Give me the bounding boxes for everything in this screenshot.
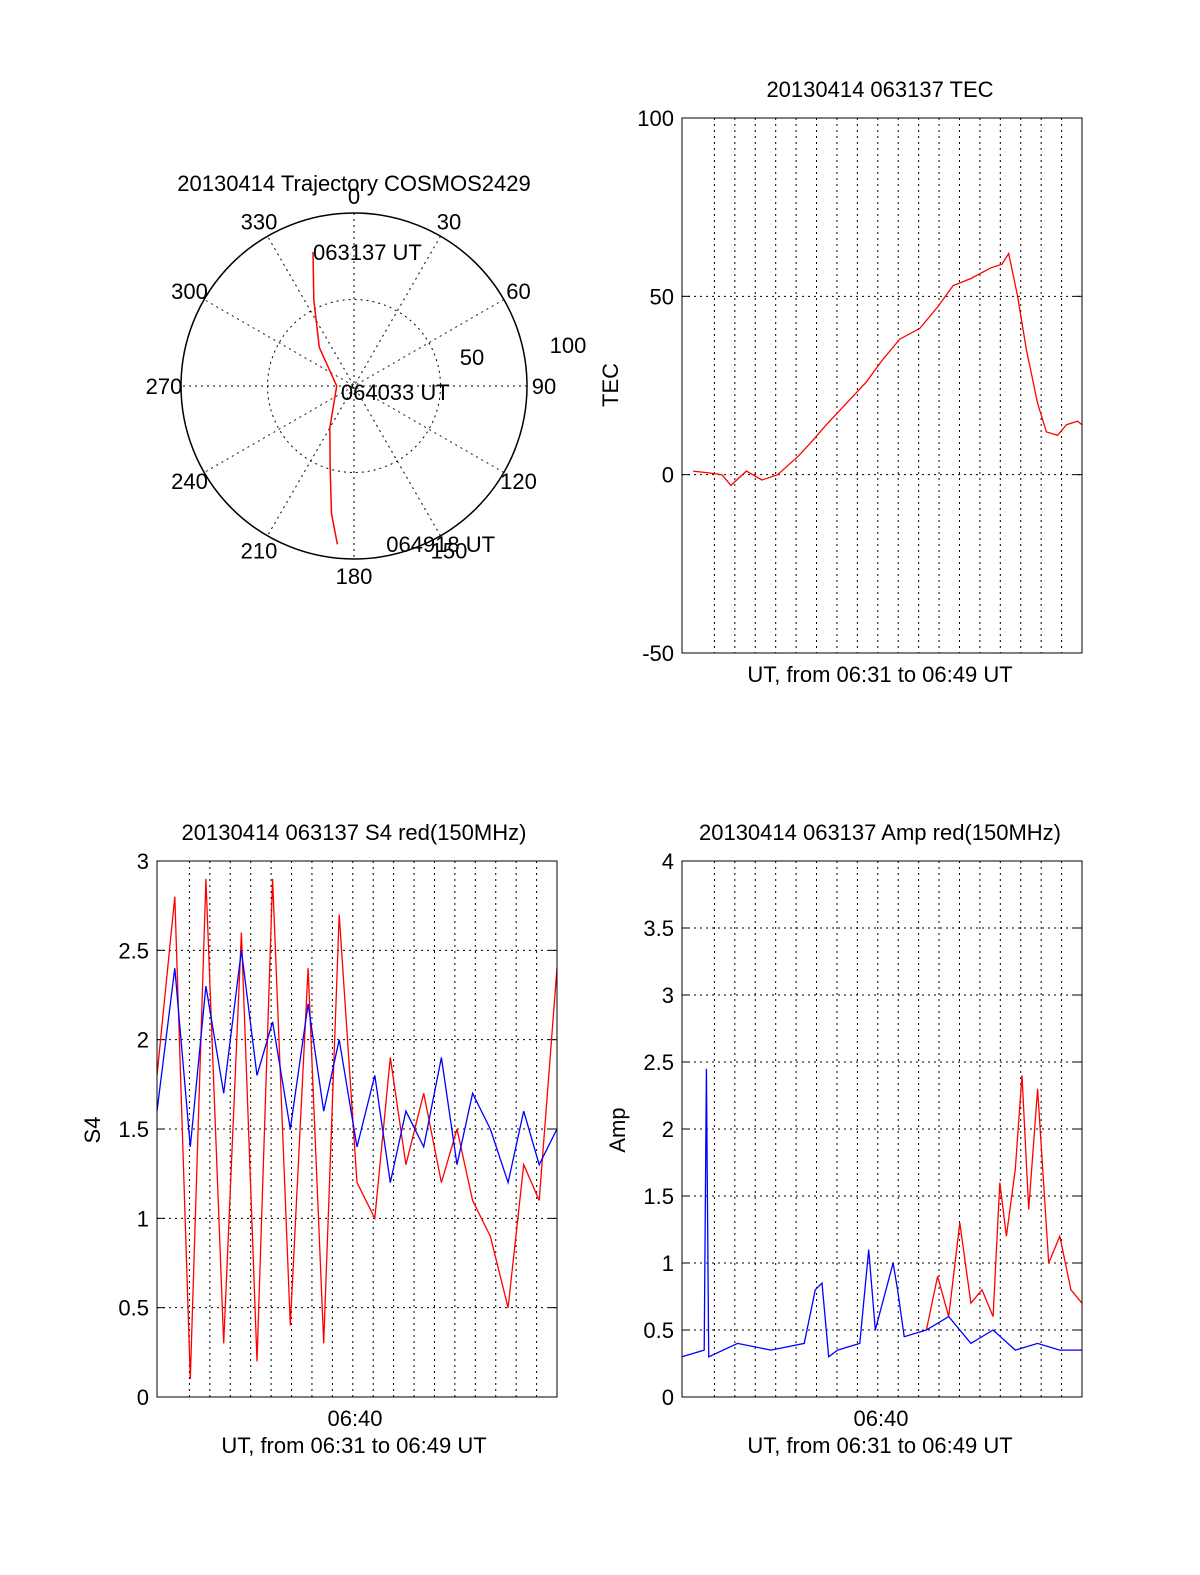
trajectory-annotations: 063137 UT 064033 UT 064918 UT — [313, 240, 495, 557]
polar-angle-label: 180 — [336, 564, 373, 589]
amp-title: 20130414 063137 Amp red(150MHz) — [699, 820, 1061, 845]
y-tick-label: 2.5 — [118, 938, 149, 963]
polar-angle-label: 150 — [431, 539, 468, 564]
s4-y-ticks: 3 2.5 2 1.5 1 0.5 0 — [118, 849, 557, 1410]
polar-angle-label: 120 — [500, 469, 537, 494]
polar-angle-label: 30 — [437, 209, 461, 234]
polar-spoke-120 — [203, 299, 505, 473]
y-tick-label: 1 — [137, 1206, 149, 1231]
polar-grid — [180, 212, 528, 560]
s4-title: 20130414 063137 S4 red(150MHz) — [182, 820, 527, 845]
tec-grid — [682, 118, 1082, 653]
series-line-0 — [693, 251, 1083, 487]
series-line-1 — [156, 950, 558, 1186]
y-tick-label: 0.5 — [643, 1318, 674, 1343]
series-line-0 — [156, 878, 558, 1380]
tec-plot-frame — [681, 117, 1083, 654]
amp-y-axis-label: Amp — [605, 1107, 630, 1152]
polar-angle-label: 0 — [348, 184, 360, 209]
y-tick-label: 2 — [662, 1117, 674, 1142]
amp-x-axis-label: UT, from 06:31 to 06:49 UT — [747, 1433, 1012, 1458]
polar-angle-labels: 0 30 60 90 120 150 180 210 240 270 300 330 50 100 — [146, 184, 587, 589]
amp-plot-frame — [681, 860, 1083, 1398]
s4-x-axis-label: UT, from 06:31 to 06:49 UT — [221, 1433, 486, 1458]
polar-radial-label: 50 — [460, 345, 484, 370]
y-tick-label: -50 — [642, 641, 674, 666]
y-tick-label: 2.5 — [643, 1050, 674, 1075]
s4-y-axis-label: S4 — [80, 1117, 105, 1144]
y-tick-label: 2 — [137, 1028, 149, 1053]
tec-y-ticks: 100 50 0 -50 — [637, 106, 1082, 666]
trajectory-time-label: 064033 UT — [341, 380, 450, 405]
y-tick-label: 0 — [137, 1385, 149, 1410]
polar-angle-label: 330 — [241, 209, 278, 234]
tec-x-axis-label: UT, from 06:31 to 06:49 UT — [747, 662, 1012, 687]
s4-series — [156, 878, 558, 1380]
s4-x-tick-label: 06:40 — [327, 1406, 382, 1431]
y-tick-label: 1 — [662, 1251, 674, 1276]
y-tick-label: 0.5 — [118, 1296, 149, 1321]
polar-spoke-150 — [267, 235, 441, 537]
y-tick-label: 0 — [662, 463, 674, 488]
amp-y-ticks: 4 3.5 3 2.5 2 1.5 1 0.5 0 — [643, 849, 1082, 1410]
y-tick-label: 0 — [662, 1385, 674, 1410]
polar-angle-label: 90 — [532, 374, 556, 399]
trajectory-time-label: 064918 UT — [386, 532, 495, 557]
polar-spoke-60 — [203, 299, 505, 473]
y-tick-label: 1.5 — [118, 1117, 149, 1142]
y-tick-label: 3 — [137, 849, 149, 874]
s4-panel: 20130414 063137 S4 red(150MHz) S4 06:40 … — [80, 820, 558, 1458]
s4-grid — [157, 861, 557, 1397]
polar-angle-label: 300 — [171, 279, 208, 304]
series-line-1 — [681, 1068, 1082, 1359]
polar-angle-label: 270 — [146, 374, 183, 399]
y-tick-label: 4 — [662, 849, 674, 874]
polar-spoke-30 — [267, 235, 441, 537]
series-line-0 — [925, 1075, 1083, 1331]
polar-angle-label: 240 — [171, 469, 208, 494]
s4-plot-frame — [156, 860, 558, 1398]
amp-series — [681, 1068, 1083, 1359]
amp-x-tick-label: 06:40 — [853, 1406, 908, 1431]
tec-panel: 20130414 063137 TEC TEC UT, from 06:31 t… — [598, 77, 1083, 687]
polar-trajectory-panel: 20130414 Trajectory COSMOS2429 0 30 60 90 12… — [146, 171, 587, 589]
amp-panel: 20130414 063137 Amp red(150MHz) Amp 06:4… — [605, 820, 1083, 1458]
y-tick-label: 50 — [650, 284, 674, 309]
polar-title: 20130414 Trajectory COSMOS2429 — [177, 171, 530, 196]
tec-series — [693, 251, 1083, 487]
polar-radial-label: 100 — [550, 333, 587, 358]
tec-y-axis-label: TEC — [598, 363, 623, 407]
polar-angle-label: 210 — [241, 539, 278, 564]
y-tick-label: 100 — [637, 106, 674, 131]
trajectory-time-label: 063137 UT — [313, 240, 422, 265]
trajectory-line — [312, 251, 339, 545]
y-tick-label: 3 — [662, 983, 674, 1008]
amp-grid — [682, 861, 1082, 1397]
y-tick-label: 1.5 — [643, 1184, 674, 1209]
y-tick-label: 3.5 — [643, 916, 674, 941]
polar-angle-label: 60 — [506, 279, 530, 304]
tec-title: 20130414 063137 TEC — [766, 77, 993, 102]
